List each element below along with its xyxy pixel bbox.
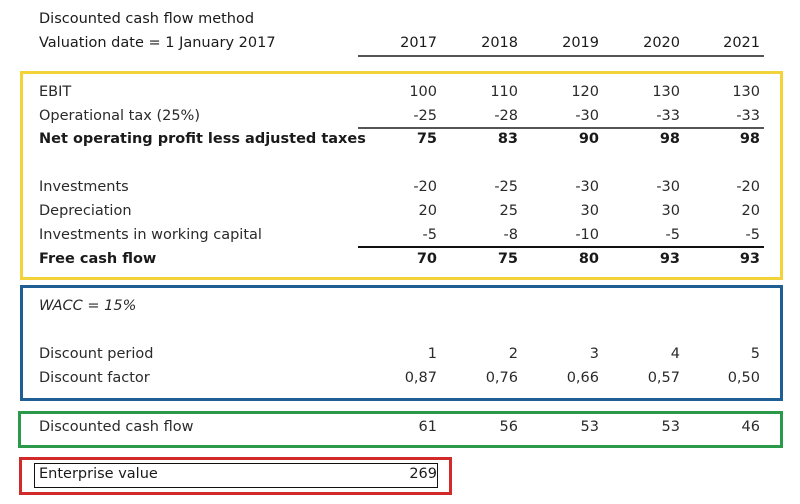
cell: -30 (575, 179, 599, 195)
header-underline (358, 55, 764, 57)
discounted-cash-flow-section (18, 411, 783, 448)
cell: -5 (422, 227, 437, 243)
cell: 130 (652, 84, 680, 100)
cell: 30 (661, 203, 680, 219)
row-label-discount-factor: Discount factor (39, 370, 150, 386)
cell: 0,66 (566, 370, 599, 386)
cell: 1 (427, 346, 437, 362)
subtotal-rule (358, 127, 764, 129)
enterprise-value-cell (34, 463, 438, 488)
cell: 25 (499, 203, 518, 219)
row-label-discounted-cash-flow: Discounted cash flow (39, 419, 194, 435)
year-header: 2018 (481, 35, 518, 51)
cell: -5 (745, 227, 760, 243)
cell: 100 (409, 84, 437, 100)
cell: 0,57 (647, 370, 680, 386)
row-label-operational-tax: Operational tax (25%) (39, 108, 200, 124)
cell: 75 (497, 251, 518, 267)
cell: -30 (575, 108, 599, 124)
cell: 4 (670, 346, 680, 362)
year-header: 2019 (562, 35, 599, 51)
free-cash-flow-section (20, 71, 783, 280)
cell: 90 (578, 131, 599, 147)
valuation-date: Valuation date = 1 January 2017 (39, 35, 276, 51)
cell: 0,50 (727, 370, 760, 386)
enterprise-value-section (19, 457, 452, 495)
cell: 0,76 (485, 370, 518, 386)
cell: -20 (736, 179, 760, 195)
cell: 56 (499, 419, 518, 435)
cell: -8 (503, 227, 518, 243)
cell: 20 (418, 203, 437, 219)
year-header: 2021 (723, 35, 760, 51)
cell: 30 (580, 203, 599, 219)
row-label-discount-period: Discount period (39, 346, 154, 362)
cell: 53 (661, 419, 680, 435)
discount-section (20, 285, 783, 401)
year-header: 2020 (643, 35, 680, 51)
enterprise-value-amount: 269 (409, 466, 437, 482)
cell: -25 (413, 108, 437, 124)
cell: 80 (578, 251, 599, 267)
cell: 120 (571, 84, 599, 100)
cell: 3 (589, 346, 599, 362)
cell: 93 (739, 251, 760, 267)
row-label-investments: Investments (39, 179, 129, 195)
cell: -33 (656, 108, 680, 124)
cell: 46 (741, 419, 760, 435)
cell: 0,87 (404, 370, 437, 386)
cell: 2 (508, 346, 518, 362)
row-label-noplat: Net operating profit less adjusted taxes (39, 131, 366, 147)
cell: 53 (580, 419, 599, 435)
cell: -25 (494, 179, 518, 195)
cell: 93 (659, 251, 680, 267)
cell: -33 (736, 108, 760, 124)
cell: -28 (494, 108, 518, 124)
cell: -30 (656, 179, 680, 195)
cell: 130 (732, 84, 760, 100)
year-header: 2017 (400, 35, 437, 51)
cell: 70 (416, 251, 437, 267)
cell: 20 (741, 203, 760, 219)
total-rule (358, 246, 764, 248)
cell: 110 (490, 84, 518, 100)
cell: 61 (418, 419, 437, 435)
cell: -5 (665, 227, 680, 243)
enterprise-value-label: Enterprise value (39, 466, 158, 482)
cell: 5 (750, 346, 760, 362)
cell: 98 (659, 131, 680, 147)
page-title: Discounted cash flow method (39, 11, 255, 27)
row-label-depreciation: Depreciation (39, 203, 132, 219)
cell: 75 (416, 131, 437, 147)
row-label-free-cash-flow: Free cash flow (39, 251, 157, 267)
row-label-working-capital: Investments in working capital (39, 227, 262, 243)
wacc-label: WACC = 15% (39, 298, 137, 314)
row-label-ebit: EBIT (39, 84, 72, 100)
cell: -10 (575, 227, 599, 243)
cell: 98 (739, 131, 760, 147)
cell: -20 (413, 179, 437, 195)
cell: 83 (497, 131, 518, 147)
